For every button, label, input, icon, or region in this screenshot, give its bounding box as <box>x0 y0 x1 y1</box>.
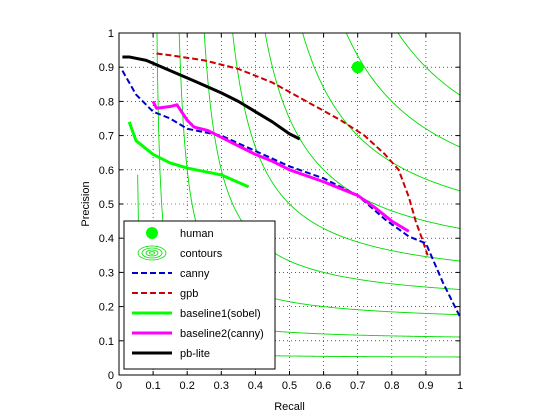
legend-label-human: human <box>180 228 214 240</box>
legend-contour-ring <box>145 249 159 257</box>
legend: human contours canny gpb baseline1(sobel) bas… <box>123 220 276 370</box>
y-tick-label: 0.5 <box>99 199 114 211</box>
f-contour-line <box>302 33 460 192</box>
f-contour-line <box>232 33 460 262</box>
f-contour-line <box>345 33 460 148</box>
y-tick-label: 0.4 <box>99 233 114 245</box>
legend-box <box>123 220 276 370</box>
y-tick-label: 0 <box>108 370 114 382</box>
x-tick-label: 0.9 <box>418 380 433 392</box>
y-tick-label: 0.6 <box>99 165 114 177</box>
f-contour-line <box>397 33 460 96</box>
legend-contour-ring <box>137 245 167 261</box>
y-tick-label: 1 <box>108 28 114 40</box>
human-marker-layer <box>351 61 364 74</box>
x-tick-label: 0.4 <box>248 380 263 392</box>
series-line-canny <box>121 70 461 318</box>
y-tick-label: 0.1 <box>99 336 114 348</box>
legend-label-baseline1: baseline1(sobel) <box>180 308 261 320</box>
y-tick-label: 0.2 <box>99 302 114 314</box>
x-tick-label: 0.1 <box>145 380 160 392</box>
legend-label-canny: canny <box>180 268 210 280</box>
series-line-baseline1 <box>127 121 250 189</box>
x-axis-label: Recall <box>274 401 305 413</box>
x-tick-label: 0.3 <box>214 380 229 392</box>
y-tick-label: 0.8 <box>99 96 114 108</box>
x-tick-label: 1 <box>457 380 463 392</box>
x-tick-label: 0.5 <box>282 380 297 392</box>
series-line-pblite <box>122 55 301 141</box>
y-axis-label: Precision <box>80 181 92 226</box>
series-lines <box>121 52 461 318</box>
x-tick-label: 0 <box>116 380 122 392</box>
human-point-marker <box>351 61 364 74</box>
x-tick-label: 0.6 <box>316 380 331 392</box>
y-tick-label: 0.9 <box>99 62 114 74</box>
legend-label-baseline2: baseline2(canny) <box>180 328 264 340</box>
legend-label-pblite: pb-lite <box>180 348 210 360</box>
legend-label-contours: contours <box>180 248 223 260</box>
x-tick-label: 0.7 <box>350 380 365 392</box>
legend-label-gpb: gpb <box>180 288 198 300</box>
x-tick-label: 0.2 <box>180 380 195 392</box>
axes: 0 0.1 0.2 0.3 0.4 0.5 0.6 0.7 0.8 0.9 1 0 0.1 0.2 0.3 0… <box>99 28 463 392</box>
x-tick-label: 0.8 <box>384 380 399 392</box>
series-line-gpb <box>156 52 429 256</box>
legend-swatch-human <box>146 227 158 239</box>
legend-swatch-contours <box>137 245 167 261</box>
y-tick-label: 0.7 <box>99 131 114 143</box>
legend-contour-ring <box>149 251 155 255</box>
f-contour-line <box>264 33 460 229</box>
series-line-baseline2 <box>151 100 410 233</box>
legend-contour-ring <box>141 247 163 259</box>
y-tick-label: 0.3 <box>99 267 114 279</box>
